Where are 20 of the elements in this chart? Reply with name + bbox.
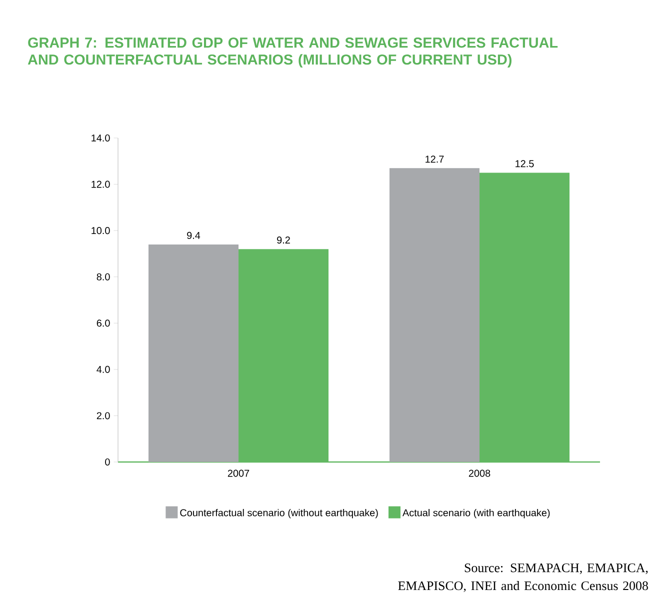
legend-label: Counterfactual scenario (without earthquake) [180,508,378,518]
chart-title: GRAPH 7: ESTIMATED GDP OF WATER AND SEWAGE SERVICES FACTUAL AND COUNTERFACTUAL SCENARIOS (MILLIONS OF CURRENT USD) [28,38,558,68]
y-tick-label: 14.0 [92,134,110,142]
y-tick-label: 12.0 [92,180,110,188]
y-tick-label: 6.0 [96,320,110,327]
x-tick-label: 2007 [228,470,250,477]
y-tick-label: 2.0 [96,412,110,420]
y-tick-label: 8.0 [96,273,110,280]
bar [148,244,239,462]
bar [390,168,480,462]
data-label: 9.4 [187,232,200,239]
y-tick-label: 0 [105,458,110,466]
legend-label: Actual scenario (with earthquake) [402,508,550,518]
data-label: 9.2 [277,236,290,244]
source-note: Source: SEMAPACH, EMAPICA, EMAPISCO, INEI and Economic Census 2008 [398,564,648,592]
y-tick-label: 4.0 [96,366,110,373]
data-label: 12.7 [426,156,444,163]
data-label: 12.5 [516,160,534,168]
x-tick-label: 2008 [468,470,490,477]
y-tick-label: 10.0 [92,227,110,234]
